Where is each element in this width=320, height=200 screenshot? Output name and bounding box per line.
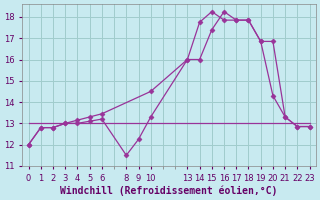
X-axis label: Windchill (Refroidissement éolien,°C): Windchill (Refroidissement éolien,°C) <box>60 185 278 196</box>
